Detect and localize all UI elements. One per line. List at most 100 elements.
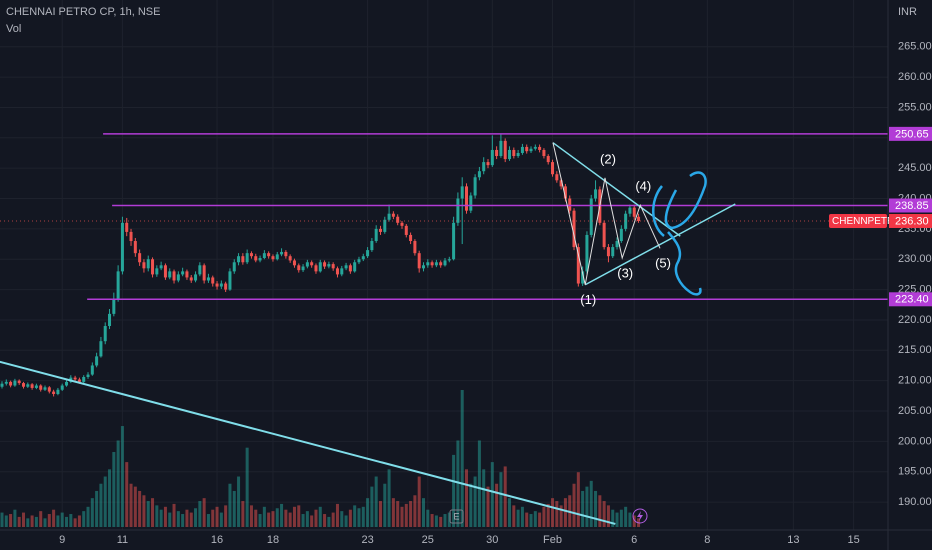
trendline <box>0 360 616 525</box>
volume-bar <box>133 486 137 527</box>
volume-bar <box>387 469 391 527</box>
candle-body <box>628 207 632 214</box>
volume-bar <box>353 505 357 527</box>
volume-bar <box>606 505 610 527</box>
candle-body <box>215 283 219 287</box>
volume-bar <box>542 506 546 527</box>
candle-body <box>258 258 262 261</box>
volume-bar <box>146 501 150 527</box>
candle-body <box>387 213 391 220</box>
volume-bar <box>284 509 288 527</box>
volume-bar <box>138 490 142 527</box>
candle-body <box>430 262 434 266</box>
candle-body <box>211 277 215 284</box>
volume-layer <box>0 390 641 527</box>
candle-body <box>310 262 314 266</box>
candle-body <box>426 262 430 266</box>
volume-bar <box>323 514 327 527</box>
volume-bar <box>447 512 451 527</box>
volume-bar <box>327 516 331 527</box>
volume-bar <box>163 506 167 527</box>
candle-body <box>460 186 464 199</box>
candle-body <box>202 265 206 281</box>
volume-bar <box>292 506 296 527</box>
scribble-bracket <box>652 185 665 237</box>
y-tick-label: 260.00 <box>898 71 932 83</box>
x-tick-label: 13 <box>787 534 799 546</box>
candle-body <box>133 241 137 254</box>
volume-bar <box>82 511 86 527</box>
volume-bar <box>430 514 434 527</box>
volume-bar <box>21 512 26 527</box>
candle-body <box>77 379 81 382</box>
volume-bar <box>288 512 292 527</box>
lightning-bolt <box>637 511 643 521</box>
y-tick-label: 205.00 <box>898 405 932 417</box>
candle-body <box>280 251 284 255</box>
candle-body <box>637 216 641 221</box>
candle-body <box>0 383 4 387</box>
volume-bar <box>228 483 232 527</box>
volume-bar <box>335 503 339 527</box>
lightning-icon[interactable] <box>632 508 648 524</box>
candle-body <box>116 271 120 299</box>
volume-bar <box>215 506 219 527</box>
symbol-tag-label: CHENNPETRO <box>832 216 902 227</box>
volume-bar <box>125 462 129 527</box>
x-tick-label: 15 <box>847 534 859 546</box>
wave-label: (2) <box>600 151 616 166</box>
volume-bar <box>473 476 477 527</box>
candle-body <box>353 262 357 272</box>
candle-body <box>370 241 374 251</box>
volume-bar <box>116 440 120 527</box>
volume-bar <box>202 498 206 527</box>
volume-bar <box>237 476 241 527</box>
candle-body <box>413 241 417 254</box>
candle-body <box>619 228 623 242</box>
volume-bar <box>47 514 51 527</box>
candle-body <box>232 262 236 272</box>
last-price-label: 236.30 <box>895 215 929 227</box>
volume-bar <box>417 476 421 527</box>
candle-body <box>206 277 210 281</box>
volume-bar <box>26 518 30 527</box>
candle-body <box>361 256 365 260</box>
candle-body <box>39 385 43 390</box>
volume-bar <box>572 483 576 527</box>
candle-body <box>542 149 546 157</box>
candle-body <box>17 380 21 384</box>
volume-bar <box>409 501 413 527</box>
candle-body <box>176 274 180 281</box>
candle-body <box>482 162 486 172</box>
events-icon[interactable] <box>449 509 464 524</box>
volume-bar <box>211 509 215 527</box>
candle-body <box>404 225 408 235</box>
candle-body <box>327 264 331 267</box>
level-tag <box>889 126 932 141</box>
volume-bar <box>391 498 395 527</box>
volume-bar <box>314 509 318 527</box>
candle-body <box>112 298 116 314</box>
candle-body <box>86 374 90 378</box>
candle-body <box>21 383 26 387</box>
candle-body <box>103 326 107 342</box>
volume-bar <box>258 514 262 527</box>
candle-body <box>516 152 520 157</box>
candle-body <box>267 253 271 257</box>
level-tag-label: 250.65 <box>895 128 929 140</box>
trendline <box>552 142 681 237</box>
candle-body <box>4 381 8 384</box>
candle-body <box>391 213 395 217</box>
candle-body <box>43 387 47 390</box>
candle-body <box>456 198 460 223</box>
volume-bar <box>529 514 533 527</box>
candle-body <box>559 180 563 187</box>
volume-bar <box>469 483 473 527</box>
scribble-down <box>667 231 702 296</box>
volume-bar <box>4 515 8 527</box>
candle-body <box>495 149 499 157</box>
candle-body <box>26 384 30 387</box>
candle-body <box>262 253 266 259</box>
volume-bar <box>598 495 602 527</box>
volume-bar <box>344 515 348 527</box>
